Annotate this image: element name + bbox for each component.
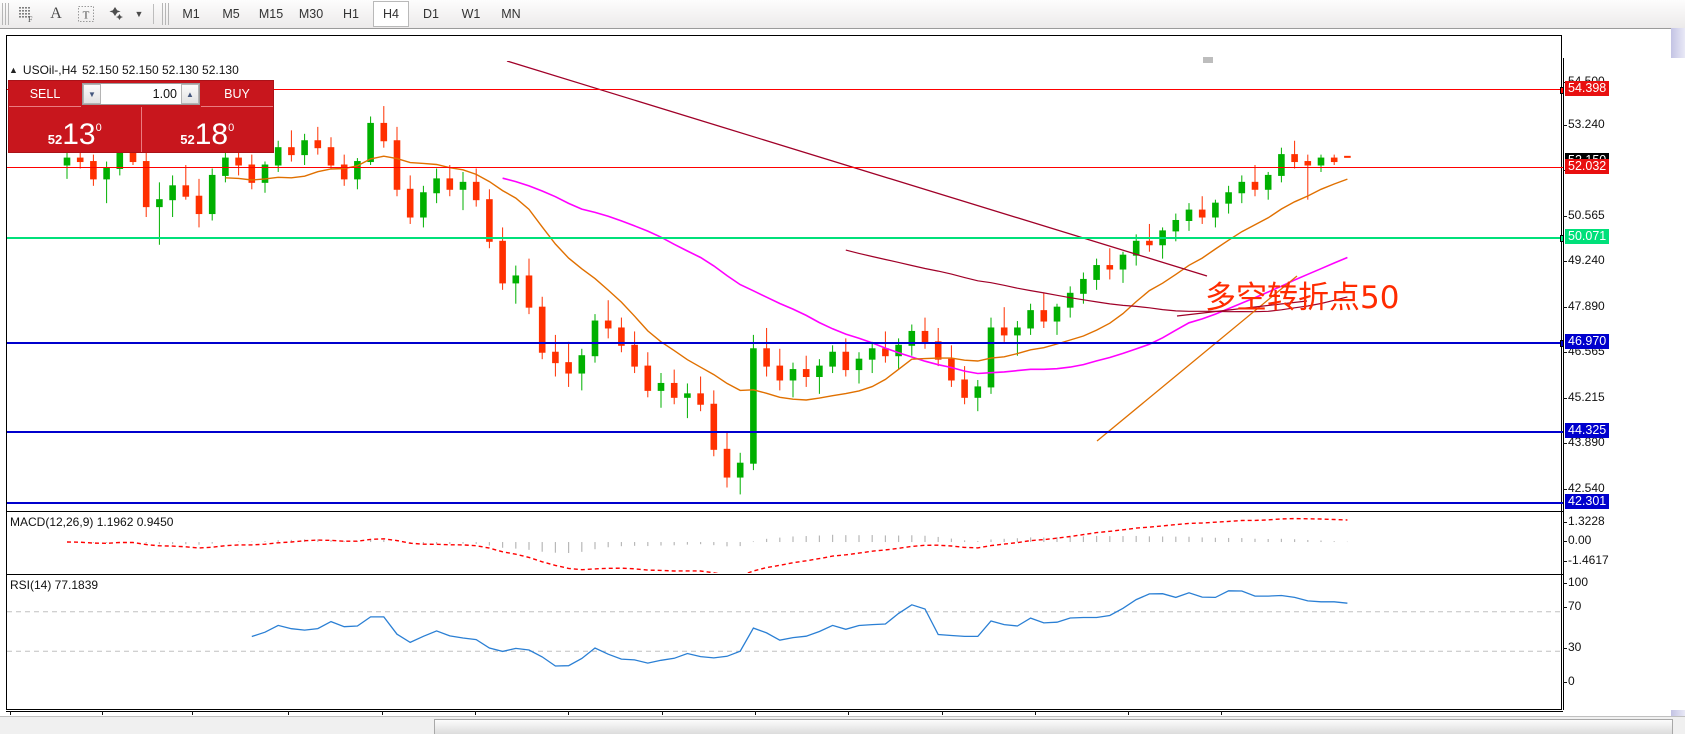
volume-increment-icon[interactable]: ▲ [181, 84, 199, 104]
rsi-chart-svg [7, 590, 1561, 667]
symbol-name: USOil-,H4 [22, 63, 77, 77]
rsi-tick: 70 [1562, 599, 1582, 613]
svg-text:T: T [83, 10, 90, 22]
price-level-label[interactable]: 54.398 [1565, 81, 1610, 96]
shapes-tool-icon[interactable] [101, 1, 131, 27]
collapse-icon[interactable]: ▲ [9, 64, 18, 75]
sell-price-main: 13 [62, 118, 96, 151]
macd-label: MACD(12,26,9) 1.1962 0.9450 [10, 515, 174, 529]
scrollbar-thumb[interactable] [434, 719, 1673, 734]
buy-price-main: 18 [194, 118, 229, 151]
macd-tick: 0.00 [1562, 533, 1592, 547]
level-line-44325[interactable] [7, 431, 1564, 433]
pane-separator-rsi [6, 574, 1563, 575]
level-line-52032[interactable] [7, 167, 1564, 168]
price-level-label[interactable]: 52.032 [1565, 159, 1610, 174]
chevron-down-icon[interactable]: ▼ [134, 9, 144, 19]
trade-panel-prices: 52 13 0 52 18 0 [9, 107, 273, 152]
sell-button[interactable]: SELL [9, 81, 81, 107]
timeframe-w1[interactable]: W1 [461, 7, 481, 21]
chart-annotation[interactable]: 多空转折点50 [1205, 280, 1400, 316]
plot-border [6, 35, 1562, 710]
rsi-tick: 30 [1562, 640, 1582, 654]
rsi-pane[interactable] [7, 576, 1561, 710]
price-level-label[interactable]: 44.325 [1565, 423, 1610, 438]
sell-price-prefix: 52 [47, 132, 63, 147]
timeframe-d1[interactable]: D1 [423, 7, 439, 21]
buy-price-prefix: 52 [180, 132, 195, 147]
symbol-ohlc: 52.150 52.150 52.130 52.130 [81, 63, 239, 77]
level-line-46970[interactable] [7, 340, 1567, 347]
macd-chart-svg [66, 517, 1349, 573]
rsi-tick: 100 [1562, 575, 1589, 589]
price-level-label[interactable]: 42.301 [1565, 494, 1610, 509]
price-level-label[interactable]: 46.970 [1565, 334, 1610, 349]
chart-area[interactable]: ▲ USOil-,H4 52.150 52.150 52.130 52.130 … [0, 28, 1685, 729]
timeframe-m5[interactable]: M5 [222, 7, 240, 21]
volume-value[interactable]: 1.00 [152, 87, 177, 101]
volume-decrement-icon[interactable]: ▼ [83, 84, 101, 104]
label-tool-icon[interactable]: T [71, 1, 101, 27]
timeframe-mn[interactable]: MN [501, 7, 521, 21]
trade-panel-top-row: SELL ▼ 1.00 ▲ BUY [9, 81, 273, 107]
symbol-header: ▲ USOil-,H4 52.150 52.150 52.130 52.130 [9, 63, 239, 77]
pane-separator-macd [6, 511, 1563, 512]
toolbar: F A T ▼ M1 M5 M15 M30 H1 H4 D1 W1 MN [0, 0, 1685, 29]
rsi-tick: 0 [1563, 674, 1575, 688]
timeframe-grip[interactable] [162, 3, 169, 25]
text-tool-icon[interactable]: A [50, 5, 62, 22]
timeframe-bar: M1 M5 M15 M30 H1 H4 D1 W1 MN [171, 1, 531, 27]
price-tick: 42.540 [1563, 481, 1605, 495]
macd-tick: 1.3228 [1563, 514, 1605, 528]
horizontal-scrollbar[interactable] [0, 716, 1685, 734]
timeframe-m15[interactable]: M15 [258, 7, 284, 21]
timeframe-h1[interactable]: H1 [343, 7, 359, 21]
level-line-50071[interactable] [7, 235, 1567, 242]
buy-button[interactable]: BUY [201, 81, 273, 107]
buy-price[interactable]: 52 18 0 [142, 107, 274, 152]
price-axis[interactable]: 54.50053.24051.91550.56549.24047.89046.5… [1562, 58, 1685, 710]
price-tick: 50.565 [1563, 208, 1605, 222]
crosshair-f-icon[interactable]: F [11, 1, 41, 27]
macd-pane[interactable] [7, 513, 1561, 573]
toolbar-grip[interactable] [2, 3, 9, 25]
timeframe-m1[interactable]: M1 [182, 7, 200, 21]
level-line-42301[interactable] [7, 502, 1564, 504]
rsi-label: RSI(14) 77.1839 [10, 578, 99, 592]
timeframe-h4[interactable]: H4 [373, 1, 409, 27]
macd-tick: -1.4617 [1563, 553, 1609, 567]
price-tick: 43.890 [1563, 435, 1605, 449]
sell-price-sup: 0 [95, 122, 102, 134]
buy-price-sup: 0 [228, 122, 235, 134]
sell-price[interactable]: 52 13 0 [9, 107, 142, 152]
volume-stepper[interactable]: ▼ 1.00 ▲ [82, 83, 200, 105]
pane-resize-handle[interactable] [1203, 57, 1213, 63]
toolbar-divider [153, 4, 154, 24]
price-tick: 47.890 [1563, 299, 1605, 313]
one-click-trading-panel[interactable]: SELL ▼ 1.00 ▲ BUY 52 13 0 52 18 0 [8, 80, 274, 153]
price-tick: 53.240 [1563, 117, 1605, 131]
price-level-label[interactable]: 50.071 [1565, 229, 1610, 244]
svg-text:F: F [28, 15, 33, 23]
price-tick: 49.240 [1563, 253, 1605, 267]
price-tick: 45.215 [1563, 390, 1605, 404]
timeframe-m30[interactable]: M30 [298, 7, 324, 21]
